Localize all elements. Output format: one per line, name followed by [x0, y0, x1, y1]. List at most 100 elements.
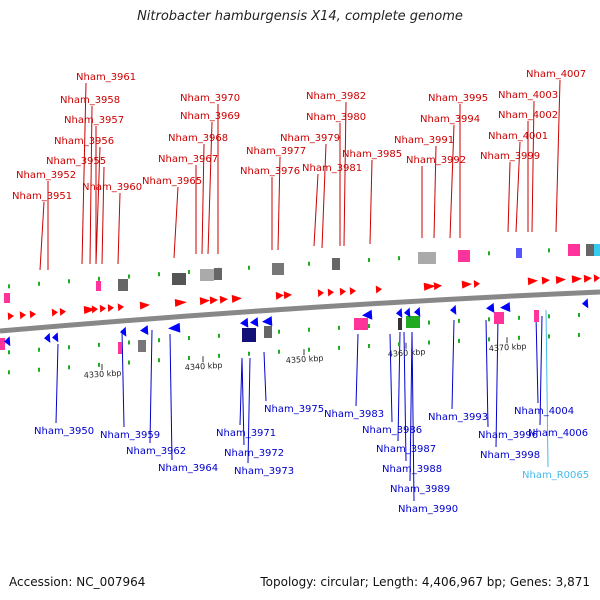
- feature-boxes: [0, 244, 600, 354]
- reverse-gene-arrow: [4, 336, 11, 347]
- gene-label-bottom: Nham_3964: [158, 463, 218, 474]
- label-connector: [451, 319, 455, 410]
- gene-label-bottom: Nham_3971: [216, 428, 276, 439]
- genome-summary-text: Topology: circular; Length: 4,406,967 bp…: [260, 575, 590, 589]
- label-connector: [389, 333, 393, 423]
- gene-label-top: Nham_4003: [498, 90, 558, 101]
- label-connector: [173, 186, 179, 259]
- gene-label-top: Nham_3977: [246, 146, 306, 157]
- label-connector: [485, 319, 489, 428]
- forward-gene-arrow: [583, 274, 592, 283]
- label-connector: [89, 105, 93, 265]
- gene-label-bottom: Nham_3972: [224, 448, 284, 459]
- strand-dot: [128, 340, 130, 345]
- label-connector: [555, 79, 561, 233]
- label-connector: [95, 146, 101, 265]
- gene-label-top: Nham_3952: [16, 170, 76, 181]
- strand-dot: [8, 370, 10, 375]
- label-connector: [207, 121, 213, 255]
- label-connector: [169, 333, 173, 461]
- gene-label-bottom: Nham_3959: [100, 430, 160, 441]
- tick-label: 4370 kbp: [489, 342, 527, 353]
- feature-box: [96, 281, 101, 291]
- strand-dot: [518, 315, 520, 320]
- forward-gene-arrow: [19, 311, 26, 320]
- label-connector: [411, 331, 415, 502]
- forward-gene-arrow: [339, 287, 346, 296]
- gene-label-bottom: Nham_4006: [528, 428, 588, 439]
- genome-backbone: [0, 289, 600, 334]
- forward-gene-arrow: [349, 287, 356, 296]
- gene-label-bottom: Nham_3950: [34, 426, 94, 437]
- strand-dot: [278, 329, 280, 334]
- gene-label-top: Nham_3951: [12, 191, 72, 202]
- gene-label-top: Nham_3970: [180, 93, 240, 104]
- forward-gene-arrow: [593, 274, 600, 283]
- forward-gene-arrow: [99, 304, 106, 313]
- gene-label-top: Nham_3956: [54, 136, 114, 147]
- gene-label-bottom: Nham_3983: [324, 409, 384, 420]
- strand-dot: [518, 335, 520, 340]
- strand-dot: [368, 278, 370, 283]
- gene-label-top: Nham_3955: [46, 156, 106, 167]
- label-connector: [539, 315, 543, 426]
- forward-gene-arrow: [174, 298, 187, 307]
- gene-label-bottom: Nham_3993: [428, 412, 488, 423]
- strand-dot: [398, 277, 400, 282]
- strand-dot: [398, 342, 400, 347]
- feature-box: [172, 273, 186, 285]
- forward-gene-arrow: [571, 275, 582, 284]
- label-connector: [515, 141, 521, 233]
- label-connector: [535, 315, 539, 404]
- gene-label-bottom: Nham_4004: [514, 406, 574, 417]
- strand-dot: [278, 349, 280, 354]
- reverse-gene-arrow: [44, 332, 51, 343]
- strand-dot: [458, 273, 460, 278]
- gene-label-top: Nham_3968: [168, 133, 228, 144]
- forward-gene-arrow: [139, 301, 150, 310]
- kbp-ticks: 4330 kbp 4340 kbp 4350 kbp 4360 kbp 4370 kbp: [84, 337, 527, 380]
- forward-gene-arrow: [327, 288, 334, 297]
- reverse-gene-arrow: [500, 302, 511, 313]
- strand-dot: [8, 350, 10, 355]
- strand-dot: [68, 279, 70, 284]
- gene-label-bottom: Nham_3987: [376, 444, 436, 455]
- label-connector: [239, 357, 243, 426]
- strand-dot: [68, 345, 70, 350]
- label-connector: [101, 166, 105, 265]
- feature-box: [594, 244, 600, 256]
- gene-label-bottom: Nham_3998: [480, 450, 540, 461]
- reverse-gene-arrow: [450, 304, 457, 315]
- gene-label-bottom: Nham_3962: [126, 446, 186, 457]
- feature-box: [118, 279, 128, 291]
- label-connector: [149, 329, 153, 444]
- strand-dot: [158, 338, 160, 343]
- forward-gene-arrow: [317, 289, 324, 298]
- feature-box: [4, 293, 10, 303]
- strand-dot: [308, 327, 310, 332]
- strand-dot: [428, 320, 430, 325]
- strand-dot: [488, 251, 490, 256]
- forward-gene-arrow: [555, 275, 566, 284]
- forward-gene-arrow: [219, 295, 228, 304]
- feature-box: [516, 248, 522, 258]
- label-connector: [433, 145, 437, 239]
- forward-gene-arrow: [527, 277, 538, 286]
- reverse-gene-arrow: [582, 298, 589, 309]
- forward-gene-arrow: [231, 294, 242, 303]
- strand-dot: [338, 325, 340, 330]
- label-connector: [403, 331, 407, 462]
- strand-dot: [8, 284, 10, 289]
- gene-arrows: [4, 274, 600, 347]
- gene-label-top: Nham_4007: [526, 69, 586, 80]
- gene-label-bottom: Nham_3996: [478, 430, 538, 441]
- gene-label-bottom: Nham_3989: [390, 484, 450, 495]
- feature-box: [494, 312, 504, 324]
- strand-dot: [578, 267, 580, 272]
- strand-dot: [548, 334, 550, 339]
- tick-label: 4350 kbp: [286, 354, 324, 365]
- forward-gene-arrow: [83, 305, 96, 314]
- feature-box: [138, 340, 146, 352]
- gene-label-top: Nham_3982: [306, 91, 366, 102]
- strand-dot: [68, 300, 70, 305]
